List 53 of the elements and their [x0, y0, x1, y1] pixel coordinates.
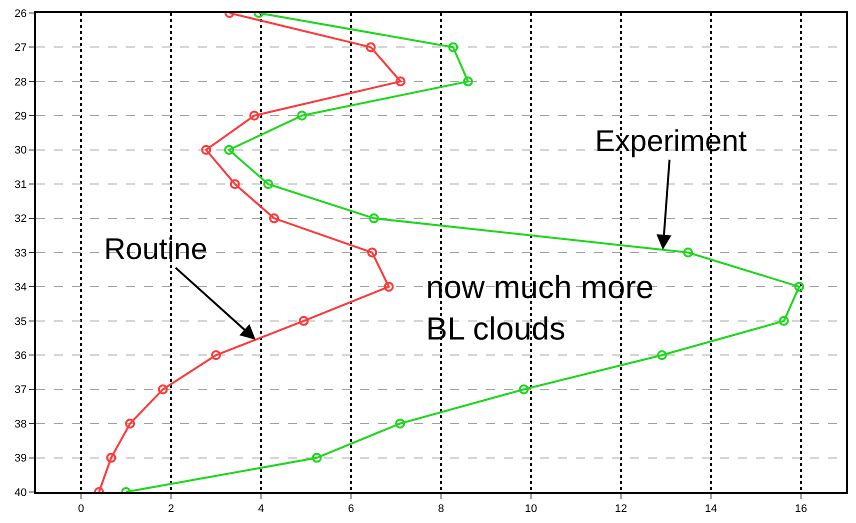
y-tick-label: 28: [14, 76, 27, 88]
point: [249, 110, 260, 121]
point: [224, 144, 234, 155]
point: [263, 179, 274, 190]
point: [230, 179, 240, 190]
y-tick-label: 39: [14, 452, 27, 465]
y-tick-label: 37: [14, 384, 27, 396]
y-tick-label: 26: [14, 8, 27, 20]
point: [106, 452, 116, 463]
point: [296, 110, 307, 121]
point: [298, 316, 309, 326]
point: [211, 350, 221, 360]
y-tick-label: 30: [14, 144, 27, 157]
point: [396, 76, 406, 86]
y-tick-label: 29: [14, 110, 27, 122]
point: [269, 213, 280, 224]
point: [683, 248, 694, 258]
x-tick-label: 2: [168, 503, 174, 516]
x-tick-label: 6: [348, 503, 354, 516]
point: [368, 213, 379, 224]
y-tick-label: 36: [14, 350, 27, 362]
x-tick-label: 8: [438, 503, 444, 516]
point: [778, 316, 789, 326]
annotation: now much more BL clouds: [426, 269, 654, 347]
point: [201, 144, 212, 155]
x-tick-label: 0: [78, 503, 84, 516]
y-tick-label: 31: [14, 178, 27, 191]
x-tick-label: 12: [614, 503, 628, 516]
point: [312, 452, 322, 463]
point: [448, 42, 458, 52]
y-tick-label: 34: [14, 282, 27, 294]
point: [518, 384, 529, 394]
y-tick-label: 33: [14, 247, 27, 260]
point: [395, 418, 406, 429]
y-tick-label: 40: [14, 486, 27, 499]
x-tick-label: 4: [258, 503, 264, 516]
point: [656, 350, 667, 360]
annotation: Routine: [104, 233, 208, 266]
point: [125, 418, 136, 429]
y-tick-label: 35: [14, 316, 27, 328]
y-tick-label: 32: [14, 213, 27, 226]
point: [366, 42, 376, 52]
y-tick-label: 38: [14, 418, 27, 430]
x-tick-label: 14: [704, 503, 718, 516]
x-tick-label: 10: [524, 503, 538, 516]
point: [794, 282, 804, 292]
point: [158, 384, 168, 394]
point: [367, 248, 378, 258]
point: [384, 282, 394, 292]
y-tick-label: 27: [14, 42, 27, 54]
x-tick-label: 16: [794, 503, 808, 516]
point: [463, 76, 473, 86]
annotation: Experiment: [595, 125, 748, 158]
